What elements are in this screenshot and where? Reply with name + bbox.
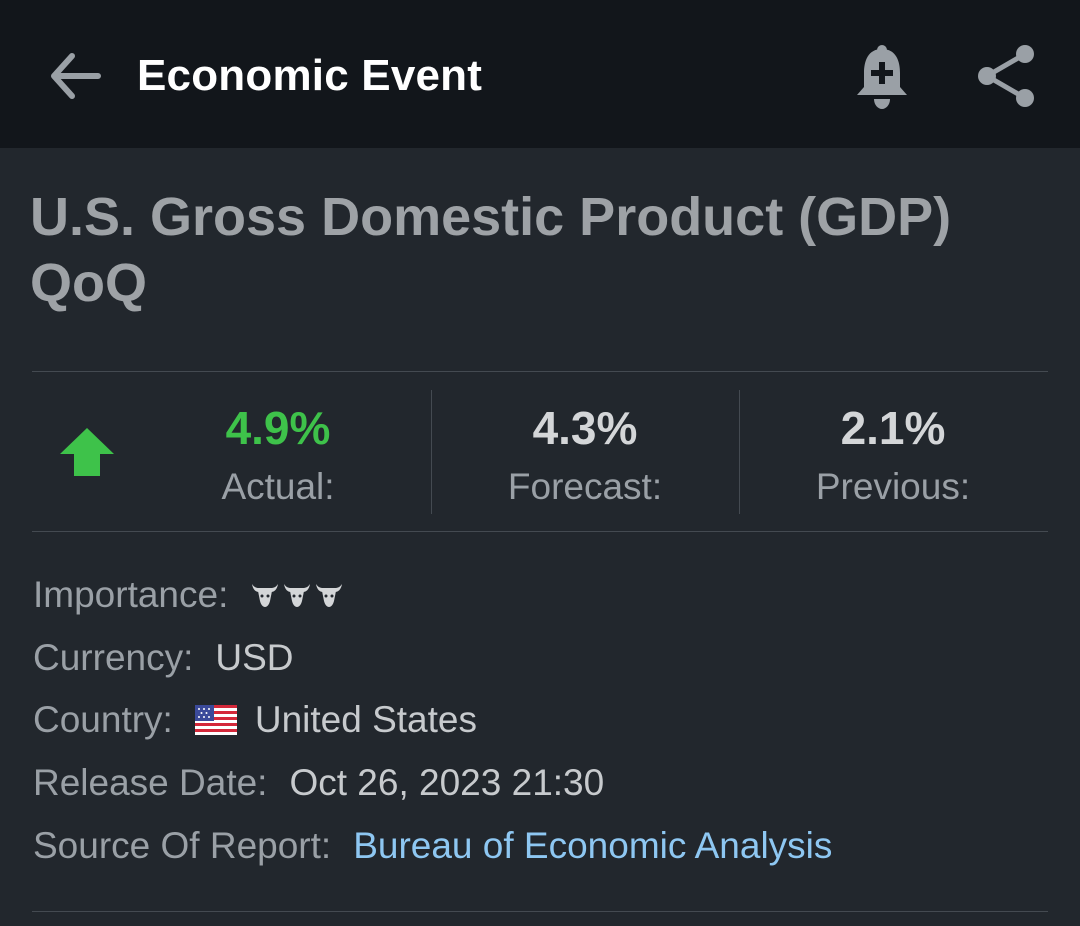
app-bar: Economic Event bbox=[0, 0, 1080, 148]
previous-label: Previous: bbox=[815, 466, 971, 507]
previous-value: 2.1% bbox=[840, 402, 946, 454]
importance-rating bbox=[250, 581, 344, 609]
importance-row: Importance: bbox=[33, 570, 344, 620]
event-title: U.S. Gross Domestic Product (GDP) QoQ bbox=[30, 187, 952, 313]
source-row: Source Of Report: Bureau of Economic Ana… bbox=[33, 821, 832, 871]
bull-icon bbox=[252, 584, 279, 607]
release-date-row: Release Date: Oct 26, 2023 21:30 bbox=[33, 758, 604, 808]
actual-label: Actual: bbox=[221, 466, 335, 507]
currency-label: Currency: bbox=[33, 637, 194, 678]
bull-icon bbox=[284, 584, 311, 607]
divider-bottom bbox=[32, 911, 1048, 912]
stat-divider bbox=[739, 390, 740, 514]
divider-middle bbox=[32, 531, 1048, 532]
actual-stat: 4.9% Actual: bbox=[128, 398, 428, 516]
country-row: Country: United States bbox=[33, 695, 477, 745]
previous-stat: 2.1% Previous: bbox=[743, 398, 1043, 516]
arrow-up-icon bbox=[60, 428, 114, 476]
source-label: Source Of Report: bbox=[33, 825, 332, 866]
page-title: Economic Event bbox=[137, 51, 483, 100]
forecast-value: 4.3% bbox=[532, 402, 638, 454]
release-date-label: Release Date: bbox=[33, 762, 268, 803]
release-date-value: Oct 26, 2023 21:30 bbox=[289, 762, 605, 803]
actual-value: 4.9% bbox=[225, 402, 331, 454]
forecast-label: Forecast: bbox=[507, 466, 663, 507]
country-value: United States bbox=[254, 699, 477, 740]
arrow-left-icon bbox=[51, 53, 101, 99]
bull-icon bbox=[316, 584, 343, 607]
add-alert-button[interactable] bbox=[846, 36, 918, 116]
currency-value: USD bbox=[215, 637, 294, 678]
stat-divider bbox=[431, 390, 432, 514]
currency-row: Currency: USD bbox=[33, 633, 294, 683]
forecast-stat: 4.3% Forecast: bbox=[435, 398, 735, 516]
us-flag-icon bbox=[194, 705, 237, 735]
source-link[interactable]: Bureau of Economic Analysis bbox=[353, 825, 833, 866]
importance-label: Importance: bbox=[33, 574, 229, 615]
back-button[interactable] bbox=[38, 40, 110, 112]
country-label: Country: bbox=[33, 699, 173, 740]
share-icon bbox=[978, 45, 1034, 107]
share-button[interactable] bbox=[970, 36, 1042, 116]
divider-top bbox=[32, 371, 1048, 372]
bell-plus-icon bbox=[857, 45, 907, 109]
